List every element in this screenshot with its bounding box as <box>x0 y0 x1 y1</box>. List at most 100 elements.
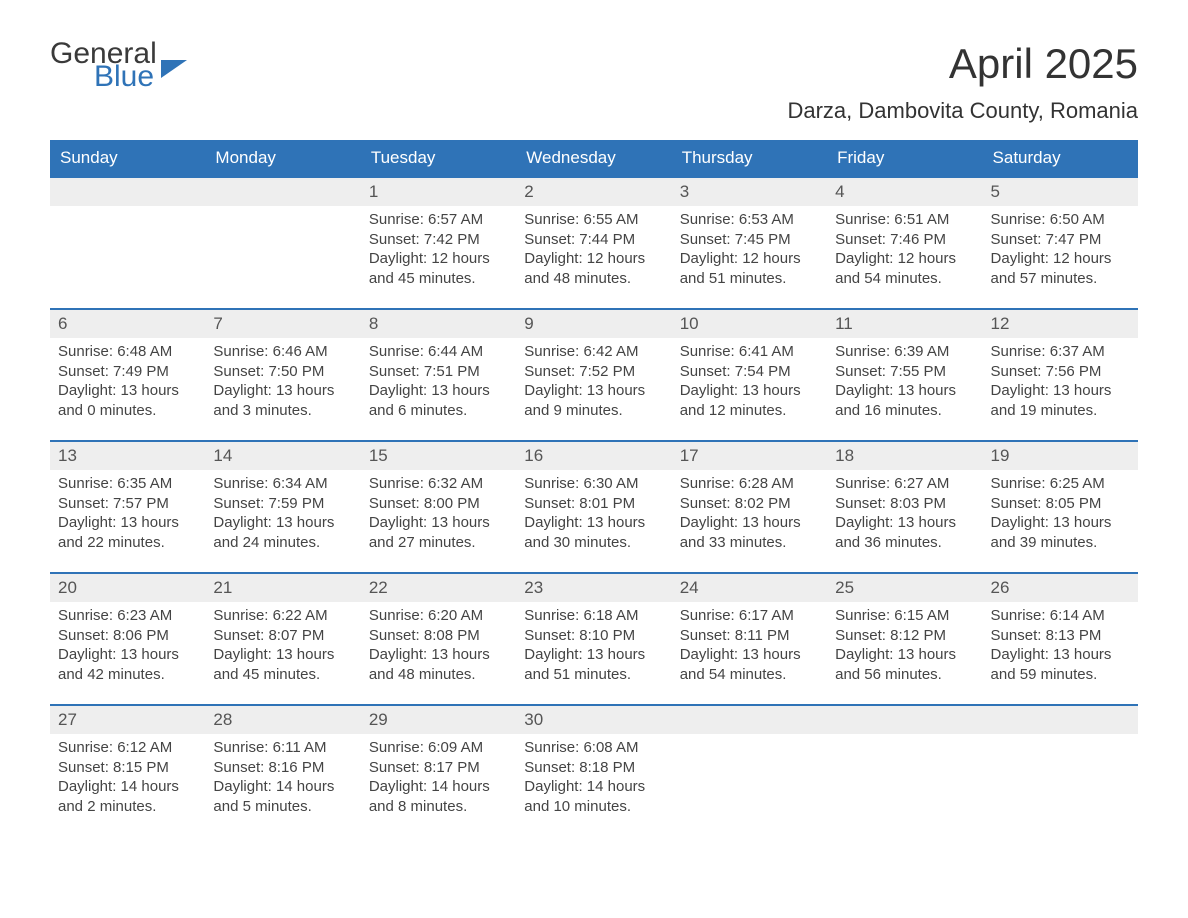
sunrise-text: Sunrise: 6:28 AM <box>680 474 819 494</box>
sunset-text: Sunset: 8:12 PM <box>835 626 974 646</box>
daylight-text: Daylight: 12 hours and 54 minutes. <box>835 249 974 288</box>
day-number: 29 <box>361 706 516 734</box>
logo: General Blue <box>50 40 187 91</box>
weekday-header: Wednesday <box>516 140 671 176</box>
day-cell: Sunrise: 6:34 AMSunset: 7:59 PMDaylight:… <box>205 470 360 572</box>
day-number: 11 <box>827 310 982 338</box>
sunrise-text: Sunrise: 6:22 AM <box>213 606 352 626</box>
day-number: 10 <box>672 310 827 338</box>
sunset-text: Sunset: 7:57 PM <box>58 494 197 514</box>
day-number: 12 <box>983 310 1138 338</box>
day-number: 28 <box>205 706 360 734</box>
daylight-text: Daylight: 13 hours and 51 minutes. <box>524 645 663 684</box>
day-cell <box>205 206 360 308</box>
day-cell: Sunrise: 6:37 AMSunset: 7:56 PMDaylight:… <box>983 338 1138 440</box>
sunset-text: Sunset: 8:02 PM <box>680 494 819 514</box>
sunset-text: Sunset: 7:45 PM <box>680 230 819 250</box>
sunset-text: Sunset: 7:52 PM <box>524 362 663 382</box>
daylight-text: Daylight: 13 hours and 6 minutes. <box>369 381 508 420</box>
day-cell: Sunrise: 6:50 AMSunset: 7:47 PMDaylight:… <box>983 206 1138 308</box>
sunrise-text: Sunrise: 6:15 AM <box>835 606 974 626</box>
day-number: 5 <box>983 178 1138 206</box>
day-cell: Sunrise: 6:15 AMSunset: 8:12 PMDaylight:… <box>827 602 982 704</box>
daylight-text: Daylight: 13 hours and 12 minutes. <box>680 381 819 420</box>
daybody-row: Sunrise: 6:57 AMSunset: 7:42 PMDaylight:… <box>50 206 1138 308</box>
sunrise-text: Sunrise: 6:30 AM <box>524 474 663 494</box>
sunrise-text: Sunrise: 6:53 AM <box>680 210 819 230</box>
day-number: 20 <box>50 574 205 602</box>
day-number: 19 <box>983 442 1138 470</box>
day-cell: Sunrise: 6:23 AMSunset: 8:06 PMDaylight:… <box>50 602 205 704</box>
day-cell: Sunrise: 6:18 AMSunset: 8:10 PMDaylight:… <box>516 602 671 704</box>
day-number: 8 <box>361 310 516 338</box>
daylight-text: Daylight: 13 hours and 16 minutes. <box>835 381 974 420</box>
daylight-text: Daylight: 13 hours and 0 minutes. <box>58 381 197 420</box>
day-number: 6 <box>50 310 205 338</box>
day-cell <box>827 734 982 836</box>
daylight-text: Daylight: 13 hours and 9 minutes. <box>524 381 663 420</box>
day-number <box>672 706 827 734</box>
week-row: 12345Sunrise: 6:57 AMSunset: 7:42 PMDayl… <box>50 176 1138 308</box>
sunset-text: Sunset: 7:56 PM <box>991 362 1130 382</box>
sunrise-text: Sunrise: 6:37 AM <box>991 342 1130 362</box>
sunset-text: Sunset: 8:11 PM <box>680 626 819 646</box>
title-block: April 2025 Darza, Dambovita County, Roma… <box>787 40 1138 134</box>
sunrise-text: Sunrise: 6:12 AM <box>58 738 197 758</box>
day-number: 30 <box>516 706 671 734</box>
daylight-text: Daylight: 12 hours and 57 minutes. <box>991 249 1130 288</box>
day-cell: Sunrise: 6:55 AMSunset: 7:44 PMDaylight:… <box>516 206 671 308</box>
day-cell: Sunrise: 6:09 AMSunset: 8:17 PMDaylight:… <box>361 734 516 836</box>
sunset-text: Sunset: 8:03 PM <box>835 494 974 514</box>
day-number: 2 <box>516 178 671 206</box>
day-cell: Sunrise: 6:44 AMSunset: 7:51 PMDaylight:… <box>361 338 516 440</box>
daylight-text: Daylight: 13 hours and 27 minutes. <box>369 513 508 552</box>
daybody-row: Sunrise: 6:48 AMSunset: 7:49 PMDaylight:… <box>50 338 1138 440</box>
day-cell: Sunrise: 6:17 AMSunset: 8:11 PMDaylight:… <box>672 602 827 704</box>
sunrise-text: Sunrise: 6:57 AM <box>369 210 508 230</box>
daylight-text: Daylight: 14 hours and 10 minutes. <box>524 777 663 816</box>
sunset-text: Sunset: 8:13 PM <box>991 626 1130 646</box>
daylight-text: Daylight: 13 hours and 56 minutes. <box>835 645 974 684</box>
sunrise-text: Sunrise: 6:35 AM <box>58 474 197 494</box>
sunset-text: Sunset: 8:07 PM <box>213 626 352 646</box>
sunset-text: Sunset: 8:18 PM <box>524 758 663 778</box>
daylight-text: Daylight: 13 hours and 24 minutes. <box>213 513 352 552</box>
daybody-row: Sunrise: 6:23 AMSunset: 8:06 PMDaylight:… <box>50 602 1138 704</box>
day-cell: Sunrise: 6:08 AMSunset: 8:18 PMDaylight:… <box>516 734 671 836</box>
week-row: 13141516171819Sunrise: 6:35 AMSunset: 7:… <box>50 440 1138 572</box>
daylight-text: Daylight: 13 hours and 30 minutes. <box>524 513 663 552</box>
day-number: 4 <box>827 178 982 206</box>
sunset-text: Sunset: 7:49 PM <box>58 362 197 382</box>
day-number <box>827 706 982 734</box>
sunset-text: Sunset: 8:08 PM <box>369 626 508 646</box>
daylight-text: Daylight: 12 hours and 48 minutes. <box>524 249 663 288</box>
daylight-text: Daylight: 13 hours and 42 minutes. <box>58 645 197 684</box>
day-number: 18 <box>827 442 982 470</box>
day-number: 1 <box>361 178 516 206</box>
daylight-text: Daylight: 13 hours and 3 minutes. <box>213 381 352 420</box>
sunset-text: Sunset: 8:06 PM <box>58 626 197 646</box>
day-number: 14 <box>205 442 360 470</box>
day-number: 21 <box>205 574 360 602</box>
sunset-text: Sunset: 7:50 PM <box>213 362 352 382</box>
location: Darza, Dambovita County, Romania <box>787 98 1138 124</box>
sunrise-text: Sunrise: 6:08 AM <box>524 738 663 758</box>
day-number: 23 <box>516 574 671 602</box>
daylight-text: Daylight: 13 hours and 36 minutes. <box>835 513 974 552</box>
daylight-text: Daylight: 13 hours and 59 minutes. <box>991 645 1130 684</box>
day-cell: Sunrise: 6:30 AMSunset: 8:01 PMDaylight:… <box>516 470 671 572</box>
day-cell: Sunrise: 6:11 AMSunset: 8:16 PMDaylight:… <box>205 734 360 836</box>
sunset-text: Sunset: 7:51 PM <box>369 362 508 382</box>
day-number: 26 <box>983 574 1138 602</box>
sunrise-text: Sunrise: 6:14 AM <box>991 606 1130 626</box>
day-cell: Sunrise: 6:41 AMSunset: 7:54 PMDaylight:… <box>672 338 827 440</box>
weekday-header: Monday <box>205 140 360 176</box>
day-cell: Sunrise: 6:12 AMSunset: 8:15 PMDaylight:… <box>50 734 205 836</box>
day-cell: Sunrise: 6:39 AMSunset: 7:55 PMDaylight:… <box>827 338 982 440</box>
day-cell: Sunrise: 6:22 AMSunset: 8:07 PMDaylight:… <box>205 602 360 704</box>
weekday-header: Saturday <box>983 140 1138 176</box>
day-number <box>50 178 205 206</box>
sunrise-text: Sunrise: 6:50 AM <box>991 210 1130 230</box>
day-number: 7 <box>205 310 360 338</box>
day-cell: Sunrise: 6:25 AMSunset: 8:05 PMDaylight:… <box>983 470 1138 572</box>
